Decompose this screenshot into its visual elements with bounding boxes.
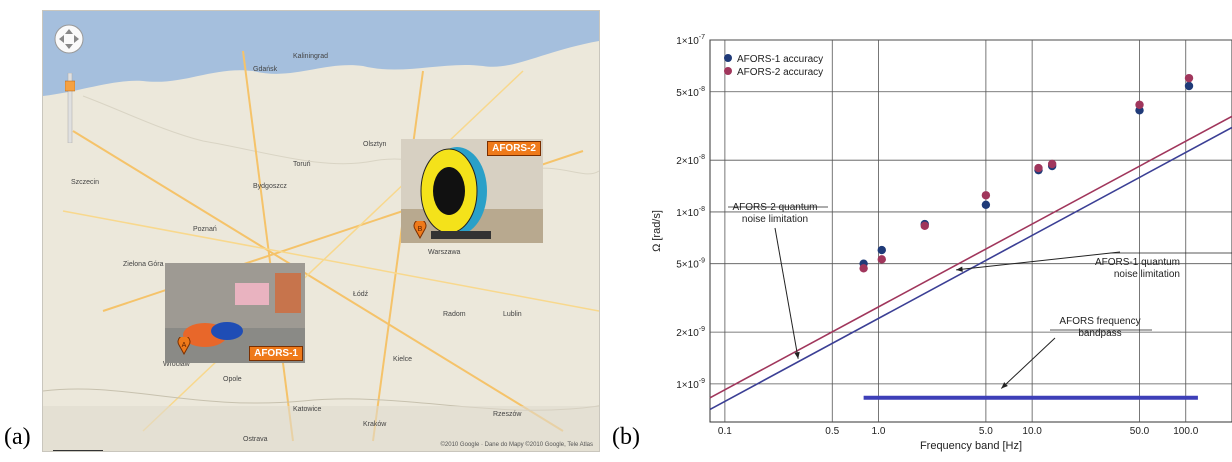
- afors2-point: [920, 221, 929, 231]
- annotation-text: noise limitation: [742, 214, 808, 225]
- x-tick-label: 1.0: [872, 426, 886, 437]
- afors2-point: [1034, 163, 1043, 173]
- annotation-arrow: [1000, 337, 1056, 389]
- y-tick-label: 5×10-9: [676, 258, 705, 271]
- marker-a-label: A: [182, 342, 187, 349]
- afors2-point: [1047, 159, 1057, 169]
- x-axis-label: Frequency band [Hz]: [920, 440, 1022, 452]
- afors2-point: [981, 191, 991, 200]
- city-label: Kielce: [393, 356, 413, 363]
- x-tick-label: 100.0: [1173, 426, 1198, 437]
- plot-frame: [709, 39, 1232, 423]
- y-tick-label: 1×10-7: [676, 34, 705, 47]
- afors1-point: [1184, 81, 1194, 91]
- chart-svg: 0.1 0.5 1.0 5.0 10.0 50.0 100.0 1×10-7 5×10-8 2×1…: [651, 34, 1232, 452]
- afors2-point: [1184, 73, 1194, 83]
- road-5: [62, 210, 599, 312]
- city-label: Opole: [223, 376, 242, 383]
- road-6: [142, 70, 524, 432]
- annotation-text: AFORS-1 quantum: [1095, 257, 1180, 268]
- marker-b[interactable]: B: [413, 221, 427, 239]
- chart-panel: 0.1 0.5 1.0 5.0 10.0 50.0 100.0 1×10-7 5×10-8 2×1…: [640, 0, 1232, 457]
- afors2-tag: AFORS-2: [487, 141, 541, 156]
- panel-label-b: (b): [612, 424, 640, 450]
- city-label: Lublin: [503, 311, 522, 318]
- afors2-point: [859, 264, 868, 273]
- y-tick-label: 2×10-8: [676, 154, 705, 167]
- map-panel[interactable]: Gdańsk Kaliningrad Szczecin Bydgoszcz Olszty…: [42, 10, 600, 452]
- y-tick-label: 2×10-9: [676, 326, 705, 339]
- city-label: Poznań: [193, 226, 217, 233]
- city-label: Katowice: [293, 406, 322, 413]
- city-label: Toruń: [293, 161, 311, 168]
- y-tick-label: 1×10-9: [676, 378, 705, 391]
- x-tick-label: 0.1: [718, 426, 732, 437]
- road-4: [372, 70, 424, 442]
- annotation-text: bandpass: [1078, 328, 1121, 339]
- legend-label: AFORS-2 accuracy: [737, 67, 823, 78]
- x-tick-label: 5.0: [979, 426, 993, 437]
- map-attribution: ©2010 Google · Dane do Mapy ©2010 Google…: [440, 442, 594, 448]
- annotation-arrowhead: [794, 351, 800, 359]
- city-label: Olsztyn: [363, 141, 387, 148]
- afors2-point: [877, 255, 886, 264]
- city-label: Radom: [443, 311, 466, 318]
- y-axis-label: Ω [rad/s]: [651, 210, 663, 252]
- panel-label-a: (a): [4, 424, 31, 450]
- city-label: Wrocław: [163, 361, 190, 368]
- y-tick-label: 1×10-8: [676, 206, 705, 219]
- city-label: Gdańsk: [253, 66, 278, 73]
- road-1: [72, 130, 564, 432]
- city-label: Kaliningrad: [293, 53, 329, 60]
- legend-marker: [724, 67, 732, 75]
- annotation-text: AFORS-2 quantum: [732, 202, 817, 213]
- annotation-arrowhead: [956, 266, 963, 272]
- city-label: Ostrava: [243, 436, 268, 443]
- legend-label: AFORS-1 accuracy: [737, 54, 823, 65]
- city-label: Łódź: [353, 291, 369, 298]
- legend-marker: [724, 54, 732, 62]
- marker-b-label: B: [418, 226, 423, 233]
- city-label: Rzeszów: [493, 411, 522, 418]
- city-label: Szczecin: [71, 179, 100, 186]
- afors2-point: [1135, 100, 1144, 109]
- baltic-sea: [43, 11, 599, 96]
- mountains: [43, 406, 599, 451]
- city-label: Zielona Góra: [123, 261, 164, 268]
- x-tick-label: 10.0: [1022, 426, 1042, 437]
- afors1-tag: AFORS-1: [249, 346, 303, 361]
- annotation-arrow: [774, 227, 799, 359]
- city-label: Bydgoszcz: [253, 183, 287, 190]
- city-label: Kraków: [363, 421, 387, 428]
- afors1-point: [981, 200, 991, 210]
- city-label: Warszawa: [428, 249, 461, 256]
- x-tick-label: 50.0: [1130, 426, 1150, 437]
- x-tick-label: 0.5: [825, 426, 839, 437]
- road-3: [242, 50, 294, 442]
- y-tick-label: 5×10-8: [676, 86, 705, 99]
- annotation-text: AFORS frequency: [1059, 316, 1140, 327]
- afors1-point: [877, 245, 886, 255]
- annotation-arrow: [956, 251, 1121, 271]
- marker-a[interactable]: A: [177, 337, 191, 355]
- annotation-arrowhead: [1001, 382, 1008, 389]
- annotation-text: noise limitation: [1114, 269, 1180, 280]
